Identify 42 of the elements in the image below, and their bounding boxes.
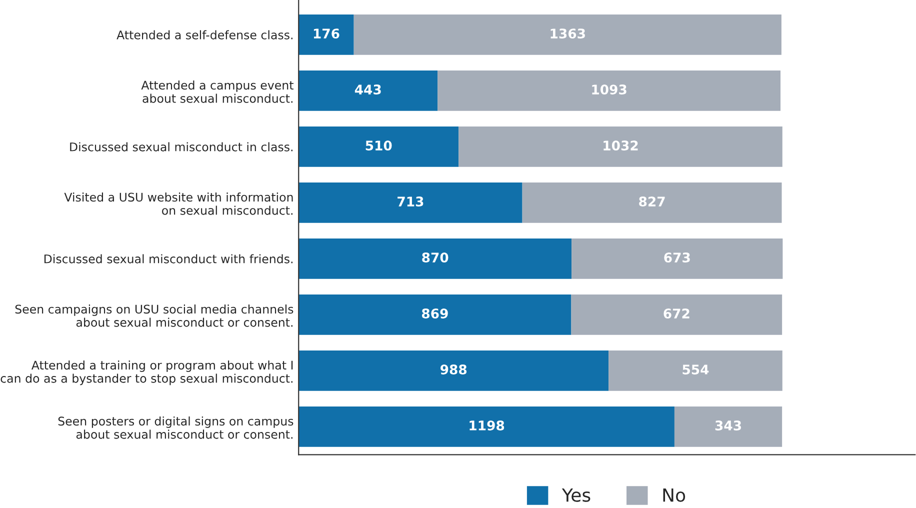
legend-label: No bbox=[663, 488, 686, 502]
bar bbox=[298, 14, 354, 55]
y-tick-label: Attended a campus event about sexual misconduct. bbox=[141, 80, 294, 103]
data-label: 554 bbox=[682, 364, 709, 374]
y-tick-label: Discussed sexual misconduct in class. bbox=[70, 142, 292, 152]
bar bbox=[674, 406, 782, 447]
data-label: 672 bbox=[664, 308, 690, 319]
bar bbox=[354, 14, 782, 55]
data-label: 673 bbox=[664, 252, 690, 263]
y-tick-label: Seen posters or digital signs on campus about sexual misconduct or consent. bbox=[58, 416, 294, 439]
data-label: 713 bbox=[398, 196, 424, 207]
bar bbox=[608, 350, 782, 391]
data-label: 443 bbox=[354, 84, 381, 95]
y-tick-label: Visited a USU website with information on sexual misconduct. bbox=[64, 192, 293, 215]
bar bbox=[571, 294, 782, 335]
bar bbox=[298, 126, 459, 167]
y-tick-label: Attended a self-defense class. bbox=[116, 30, 292, 40]
data-label: 343 bbox=[715, 420, 741, 430]
y-tick-label: Attended a training or program about what I can do as a bystander to stop sexual misconduct. bbox=[0, 360, 293, 386]
y-tick-label: Seen campaigns on USU social media channels about sexual misconduct or consent. bbox=[15, 304, 294, 327]
bar bbox=[458, 126, 782, 167]
bar bbox=[298, 294, 572, 335]
data-label: 1363 bbox=[550, 28, 585, 39]
data-label: 988 bbox=[440, 364, 467, 374]
data-label: 1093 bbox=[592, 84, 626, 95]
data-label: 1198 bbox=[470, 420, 504, 430]
data-label: 869 bbox=[422, 308, 448, 319]
data-label: 827 bbox=[639, 196, 665, 207]
data-label: 870 bbox=[422, 252, 448, 263]
bar bbox=[438, 70, 780, 111]
bar bbox=[298, 406, 674, 447]
bar bbox=[522, 182, 782, 223]
data-label: 1032 bbox=[604, 140, 638, 151]
data-label: 510 bbox=[366, 140, 392, 151]
bar bbox=[298, 238, 572, 279]
data-label: 176 bbox=[314, 28, 340, 39]
bar bbox=[572, 238, 783, 279]
bar bbox=[298, 350, 609, 391]
y-tick-label: Discussed sexual misconduct with friends. bbox=[44, 254, 292, 264]
bar bbox=[298, 70, 438, 111]
legend-label: Yes bbox=[562, 488, 590, 502]
bar bbox=[298, 182, 522, 223]
